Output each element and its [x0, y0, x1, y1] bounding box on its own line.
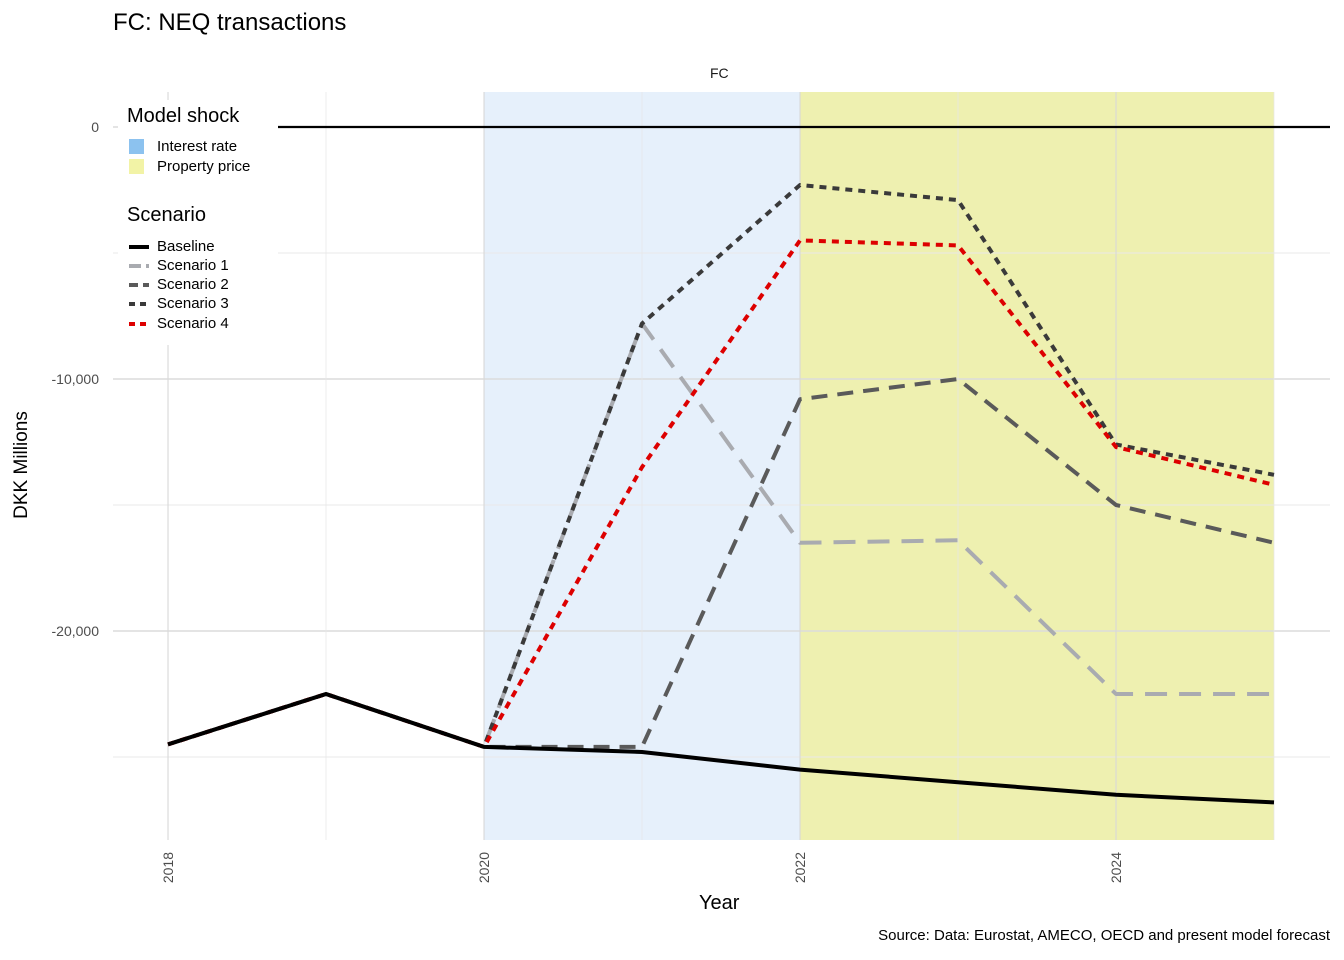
- legend-key-baseline: [129, 245, 149, 249]
- series-line-scenario-3: [167, 183, 1275, 749]
- x-tick-label: 2024: [1108, 852, 1124, 883]
- y-tick-label: 0: [91, 119, 99, 135]
- tick-labels: 0 -10,000 -20,000 2018 2020 2022 2024: [52, 119, 1124, 883]
- legend-key-scenario-3: [129, 302, 149, 306]
- legend-label-scenario-3: Scenario 3: [157, 295, 229, 312]
- x-tick-label: 2022: [792, 852, 808, 883]
- series-line-scenario-1: [167, 321, 1274, 749]
- series-line-baseline: [167, 692, 1275, 805]
- x-tick-label: 2018: [160, 852, 176, 883]
- legend-label-property-price: Property price: [157, 158, 251, 175]
- legend-key-scenario-4: [129, 322, 149, 326]
- legend-label-interest-rate: Interest rate: [157, 138, 238, 155]
- y-tick-label: -10,000: [52, 371, 100, 387]
- x-axis-label: Year: [699, 892, 740, 914]
- legend-scenario-title: Scenario: [127, 204, 206, 226]
- legend-label-baseline: Baseline: [157, 238, 215, 255]
- legend-shock-title: Model shock: [127, 105, 240, 127]
- series-lines: [167, 183, 1275, 805]
- shaded-regions: [484, 92, 1274, 840]
- legend-key-interest-rate: [129, 139, 144, 154]
- legend-key-scenario-2: [129, 283, 149, 287]
- legend-label-scenario-1: Scenario 1: [157, 257, 229, 274]
- shaded-region-property-price: [800, 92, 1274, 840]
- x-tick-label: 2020: [476, 852, 492, 883]
- legend-key-property-price: [129, 159, 144, 174]
- chart-title: FC: NEQ transactions: [113, 9, 347, 36]
- legend: Model shock Interest rate Property price…: [118, 100, 278, 345]
- legend-label-scenario-4: Scenario 4: [157, 315, 229, 332]
- gridlines: [113, 92, 1330, 840]
- facet-label: FC: [710, 65, 729, 81]
- source-caption: Source: Data: Eurostat, AMECO, OECD and …: [878, 927, 1330, 944]
- legend-label-scenario-2: Scenario 2: [157, 276, 229, 293]
- y-axis-label: DKK Millions: [11, 411, 32, 519]
- y-tick-label: -20,000: [52, 623, 100, 639]
- series-line-scenario-4: [167, 238, 1275, 749]
- legend-key-scenario-1: [129, 264, 149, 268]
